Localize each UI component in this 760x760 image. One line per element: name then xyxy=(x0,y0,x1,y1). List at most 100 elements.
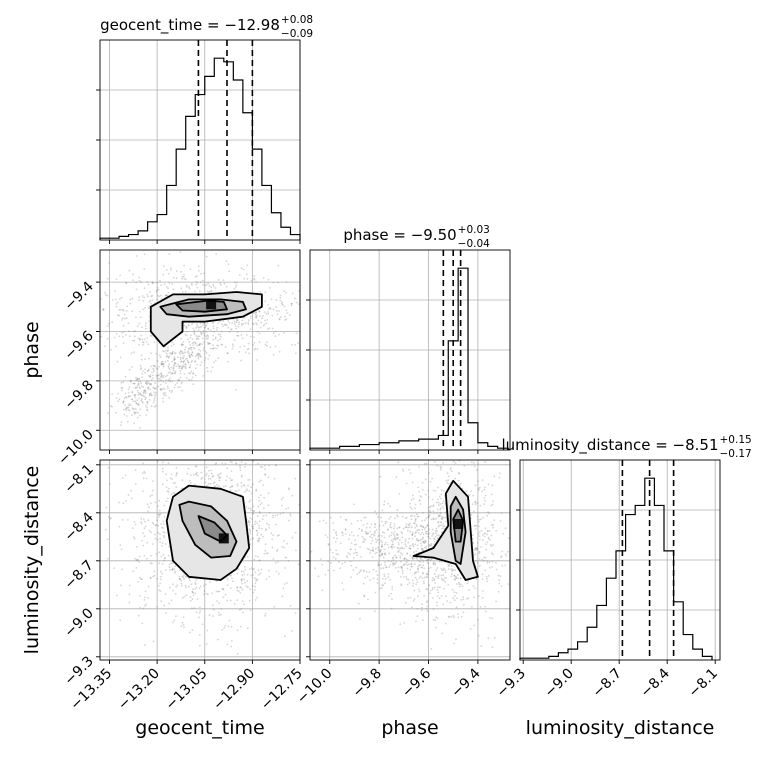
scatter-point xyxy=(378,525,381,527)
scatter-point xyxy=(225,324,228,327)
scatter-point xyxy=(491,503,494,506)
scatter-point xyxy=(148,529,151,532)
scatter-point xyxy=(143,555,146,557)
scatter-point xyxy=(399,623,402,626)
scatter-point xyxy=(418,590,421,593)
scatter-point xyxy=(256,539,259,542)
scatter-point xyxy=(294,297,296,300)
scatter-point xyxy=(118,314,120,317)
scatter-point xyxy=(180,625,183,627)
scatter-point xyxy=(284,319,286,321)
scatter-point xyxy=(267,492,270,495)
scatter-point xyxy=(140,521,143,524)
scatter-point xyxy=(170,391,173,393)
scatter-point xyxy=(268,464,270,467)
scatter-point xyxy=(409,554,412,557)
scatter-point xyxy=(152,489,154,492)
scatter-point xyxy=(107,515,110,518)
scatter-point xyxy=(480,529,483,532)
scatter-point xyxy=(258,496,260,499)
scatter-point xyxy=(420,496,423,498)
scatter-point xyxy=(134,335,136,338)
scatter-point xyxy=(183,275,185,278)
scatter-point xyxy=(265,528,268,531)
scatter-point xyxy=(425,493,427,496)
scatter-point xyxy=(185,325,187,328)
scatter-point xyxy=(253,577,256,580)
scatter-point xyxy=(259,326,262,329)
scatter-point xyxy=(162,534,165,537)
scatter-point xyxy=(106,538,109,541)
scatter-point xyxy=(181,389,184,392)
scatter-point xyxy=(400,560,402,563)
scatter-point xyxy=(168,545,171,548)
scatter-point xyxy=(211,615,214,617)
scatter-point xyxy=(481,479,484,481)
scatter-point xyxy=(179,370,182,372)
scatter-point xyxy=(282,331,285,334)
hist-step-phase xyxy=(309,267,509,450)
scatter-point xyxy=(484,499,487,502)
scatter-point xyxy=(395,566,397,569)
scatter-point xyxy=(134,483,137,485)
scatter-point xyxy=(117,314,119,316)
scatter-point xyxy=(431,579,434,582)
scatter-point xyxy=(401,468,404,471)
scatter-point xyxy=(122,381,125,383)
scatter-point xyxy=(455,440,457,442)
scatter-point xyxy=(427,535,429,538)
scatter-point xyxy=(267,304,270,306)
scatter-point xyxy=(423,582,425,585)
scatter-point xyxy=(212,604,214,607)
scatter-point xyxy=(256,596,258,599)
scatter-point xyxy=(254,520,257,523)
scatter-point xyxy=(438,514,441,517)
scatter-point xyxy=(146,295,149,298)
scatter-point xyxy=(206,484,208,487)
scatter-point xyxy=(190,323,193,326)
scatter-point xyxy=(181,621,184,624)
scatter-point xyxy=(241,322,243,325)
scatter-point xyxy=(236,483,239,486)
scatter-point xyxy=(364,284,366,286)
scatter-point xyxy=(441,518,443,521)
scatter-point xyxy=(476,542,479,544)
scatter-point xyxy=(350,542,353,544)
scatter-point xyxy=(419,575,422,578)
hist-frame-phase xyxy=(309,249,511,451)
scatter-point xyxy=(409,522,411,525)
scatter-point xyxy=(441,632,444,635)
scatter-point xyxy=(121,387,124,389)
scatter-point xyxy=(227,352,229,355)
scatter-point xyxy=(243,316,246,319)
scatter-point xyxy=(455,591,458,594)
scatter-point xyxy=(279,296,282,299)
scatter-point xyxy=(136,378,139,380)
scatter-point xyxy=(155,289,158,292)
scatter-point xyxy=(150,392,152,395)
scatter-point xyxy=(194,483,196,486)
scatter-point xyxy=(262,484,265,486)
scatter-point xyxy=(172,343,175,346)
scatter-point xyxy=(140,578,143,581)
scatter-point xyxy=(195,335,198,337)
scatter-point xyxy=(218,611,220,614)
scatter-point xyxy=(281,302,283,305)
scatter-point xyxy=(281,545,284,548)
scatter-point xyxy=(392,561,395,564)
scatter-point xyxy=(384,577,387,580)
scatter-point xyxy=(205,324,208,327)
scatter-point xyxy=(255,578,258,581)
scatter-point xyxy=(130,380,132,383)
scatter-point xyxy=(374,591,377,594)
scatter-point xyxy=(369,579,371,581)
scatter-point xyxy=(386,543,389,546)
scatter-point xyxy=(179,350,182,352)
scatter-point xyxy=(455,606,458,609)
scatter-point xyxy=(381,520,383,523)
scatter-point xyxy=(414,518,417,520)
scatter-point xyxy=(140,281,143,284)
scatter-point xyxy=(397,551,400,553)
scatter-point xyxy=(431,535,433,537)
scatter-point xyxy=(183,359,186,362)
